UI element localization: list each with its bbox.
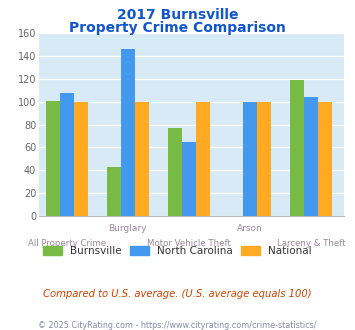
Text: Burglary: Burglary (109, 224, 147, 233)
Bar (74, 102, 88, 216)
Bar (107, 167, 121, 216)
Text: Compared to U.S. average. (U.S. average equals 100): Compared to U.S. average. (U.S. average … (43, 289, 312, 299)
Text: Property Crime Comparison: Property Crime Comparison (69, 21, 286, 35)
Legend: Burnsville, North Carolina, National: Burnsville, North Carolina, National (39, 242, 316, 260)
Text: © 2025 CityRating.com - https://www.cityrating.com/crime-statistics/: © 2025 CityRating.com - https://www.city… (38, 321, 317, 330)
Bar (168, 128, 182, 216)
Text: Arson: Arson (237, 224, 263, 233)
Text: Motor Vehicle Theft: Motor Vehicle Theft (147, 239, 231, 248)
Bar (182, 142, 196, 216)
Bar (196, 102, 210, 216)
Bar (318, 102, 332, 216)
Bar (290, 80, 304, 216)
Bar (46, 101, 60, 216)
Text: All Property Crime: All Property Crime (28, 239, 106, 248)
Text: 2017 Burnsville: 2017 Burnsville (117, 8, 238, 22)
Bar (257, 102, 271, 216)
Text: Larceny & Theft: Larceny & Theft (277, 239, 345, 248)
Bar (304, 97, 318, 216)
Bar (243, 102, 257, 216)
Bar (60, 92, 74, 216)
Bar (121, 49, 135, 216)
Bar (135, 102, 149, 216)
